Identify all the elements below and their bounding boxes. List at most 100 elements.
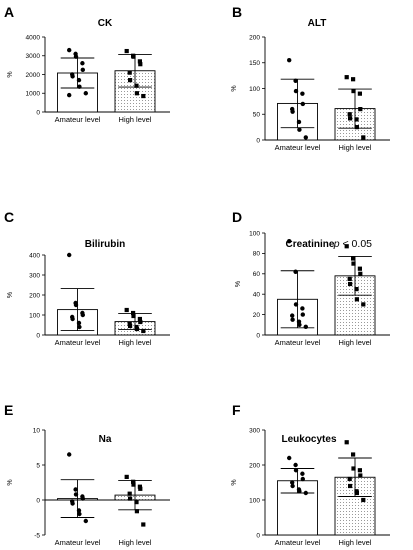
data-point-high <box>358 271 363 276</box>
y-tick-label: 60 <box>253 271 261 278</box>
data-point-amateur <box>287 57 292 63</box>
data-point-high <box>358 107 363 112</box>
y-tick-label: 300 <box>249 427 260 434</box>
data-point-high <box>134 500 139 505</box>
data-point-amateur <box>80 496 86 501</box>
y-tick-label: 300 <box>29 272 40 279</box>
data-point-high <box>134 326 139 332</box>
data-point-high <box>131 54 136 59</box>
x-category-label: High level <box>119 115 152 124</box>
y-tick-label: 20 <box>253 312 261 319</box>
data-point-amateur <box>303 490 308 496</box>
data-point-high <box>131 482 136 487</box>
data-point-high <box>134 83 139 88</box>
y-tick-label: 200 <box>29 292 40 299</box>
data-point-high <box>344 440 349 445</box>
data-point-high <box>347 112 352 117</box>
data-point-amateur <box>290 317 295 322</box>
y-axis-label: % <box>7 292 14 298</box>
y-tick-label: 2000 <box>26 72 41 79</box>
data-point-high <box>124 474 129 479</box>
x-category-label: Amateur level <box>55 338 101 347</box>
panel-bilirubin: C Bilirubin% 0 100 200 300 400 Amateur level Hig… <box>4 209 170 347</box>
y-tick-label: 400 <box>29 252 40 259</box>
data-point-high <box>134 91 139 96</box>
data-point-high <box>351 256 356 261</box>
panel-ck: A CK% 0 1000 2000 3000 4000 Amateur level High l… <box>4 4 170 124</box>
data-point-high <box>137 316 142 322</box>
data-point-amateur <box>70 316 75 322</box>
panel-label: A <box>4 4 14 20</box>
data-point-amateur <box>70 74 75 79</box>
panel-alt: B ALT% 0 50 100 150 200 Amateur level High level <box>231 4 390 152</box>
panel-creatinine: D Creatinine% 0 20 40 60 80 100 Amateur level Hig… <box>232 209 390 347</box>
data-point-amateur <box>300 306 305 311</box>
data-point-amateur <box>67 47 72 53</box>
data-point-high <box>348 281 353 287</box>
data-point-high <box>361 302 366 307</box>
data-point-high <box>131 310 136 316</box>
y-tick-label: 0 <box>36 109 40 116</box>
x-category-label: Amateur level <box>275 538 321 547</box>
data-point-amateur <box>80 312 86 318</box>
data-point-high <box>138 62 143 67</box>
y-tick-label: 0 <box>256 137 260 144</box>
data-point-amateur <box>293 468 299 473</box>
data-point-amateur <box>77 324 82 330</box>
data-point-high <box>344 75 349 80</box>
y-tick-label: 150 <box>249 60 260 67</box>
y-axis-label: % <box>7 71 14 77</box>
y-tick-label: 100 <box>249 497 260 504</box>
data-point-amateur <box>297 322 302 327</box>
panel-title: CK <box>98 18 113 29</box>
data-point-amateur <box>67 452 72 457</box>
data-point-high <box>344 244 349 249</box>
data-point-high <box>361 135 366 140</box>
data-point-amateur <box>80 61 85 66</box>
data-point-amateur <box>287 455 292 461</box>
data-point-amateur <box>303 324 308 330</box>
y-tick-label: 100 <box>249 230 260 237</box>
panel-leukocytes: F Leukocytes% 0 100 200 300 Amateur level High … <box>231 402 390 547</box>
data-point-high <box>127 491 132 496</box>
data-point-amateur <box>76 77 82 83</box>
y-tick-label: 1000 <box>26 91 41 98</box>
data-point-amateur <box>300 312 305 317</box>
x-category-label: Amateur level <box>275 338 321 347</box>
data-point-high <box>128 323 133 329</box>
panel-label: B <box>232 4 242 20</box>
data-point-amateur <box>300 476 305 482</box>
panel-label: F <box>232 402 241 418</box>
data-point-high <box>141 328 146 334</box>
panel-label: D <box>232 209 242 225</box>
data-point-amateur <box>297 127 302 132</box>
data-point-high <box>357 91 362 96</box>
y-tick-label: 80 <box>253 251 261 258</box>
x-category-label: High level <box>119 338 152 347</box>
data-point-high <box>348 116 353 121</box>
data-point-high <box>354 125 359 130</box>
data-point-amateur <box>70 501 75 506</box>
y-axis-label: % <box>231 85 238 91</box>
y-tick-label: 50 <box>253 112 261 119</box>
data-point-amateur <box>293 302 299 307</box>
data-point-high <box>351 466 356 471</box>
data-point-high <box>354 117 359 122</box>
data-point-amateur <box>293 78 298 83</box>
y-tick-label: 40 <box>253 292 261 299</box>
annotation-rest: < 0.05 <box>340 238 373 250</box>
data-point-amateur <box>76 320 82 326</box>
data-point-high <box>358 473 363 478</box>
panel-title: ALT <box>308 18 327 29</box>
data-point-amateur <box>303 135 308 140</box>
y-tick-label: 4000 <box>26 34 41 41</box>
y-axis-label: % <box>231 479 238 485</box>
data-point-high <box>354 297 359 302</box>
data-point-high <box>138 486 143 491</box>
y-tick-label: 5 <box>36 462 40 469</box>
data-point-high <box>124 307 129 313</box>
data-point-high <box>354 490 359 496</box>
y-tick-label: 0 <box>256 532 260 539</box>
x-category-label: High level <box>339 143 372 152</box>
